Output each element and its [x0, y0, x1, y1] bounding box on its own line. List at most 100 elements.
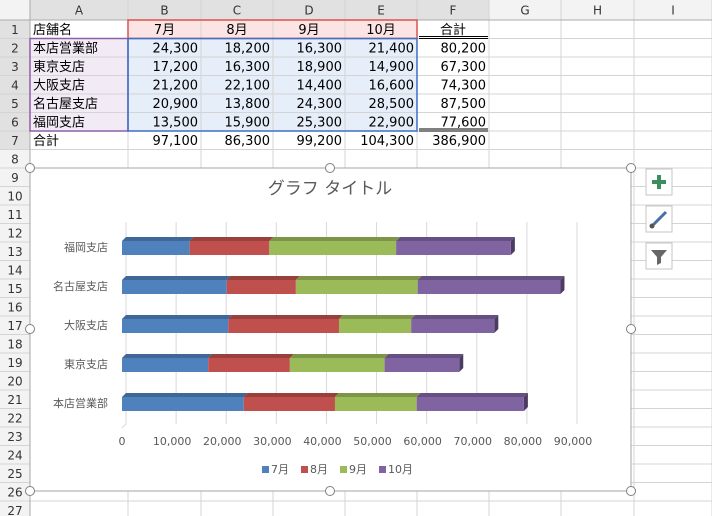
- bar-side-face: [510, 237, 515, 255]
- plus-icon: [652, 180, 666, 184]
- bar-side-face: [523, 393, 528, 411]
- row-header: 20: [7, 374, 22, 388]
- chart-filters-button[interactable]: [645, 242, 673, 270]
- row-header: 7: [11, 134, 19, 148]
- bar-top-face: [411, 315, 499, 319]
- cell: 21,400: [369, 41, 415, 56]
- x-tick-label: 50,000: [353, 435, 392, 448]
- axis-floor: [121, 423, 127, 429]
- cell: 24,300: [297, 97, 343, 112]
- cell: 9月: [298, 23, 319, 38]
- column-header: G: [520, 4, 529, 18]
- legend-label: 9月: [349, 463, 367, 476]
- chart-styles-button[interactable]: [645, 205, 673, 233]
- bar-top-face: [243, 393, 339, 397]
- bar: [338, 319, 412, 333]
- cell: 合計: [33, 133, 59, 149]
- cell: 97,100: [153, 134, 199, 149]
- row-header: 12: [7, 226, 22, 240]
- bar-side-face: [494, 315, 499, 333]
- cell: 18,900: [297, 60, 343, 75]
- row-header: 22: [7, 411, 22, 425]
- row-header: 19: [7, 356, 22, 370]
- cell: 本店営業部: [33, 40, 98, 56]
- row-header: 1: [11, 23, 19, 37]
- column-header-selected: [30, 0, 489, 20]
- cell: 25,300: [297, 115, 343, 130]
- resize-handle[interactable]: [25, 324, 35, 334]
- resize-handle[interactable]: [626, 324, 636, 334]
- cell: 74,300: [441, 78, 487, 93]
- row-header: 6: [11, 115, 19, 129]
- cell: 16,300: [297, 41, 343, 56]
- cell: 16,300: [225, 60, 271, 75]
- bar-top-face: [122, 354, 213, 358]
- bar-top-face: [122, 237, 194, 241]
- column-header: E: [377, 4, 385, 18]
- column-header: F: [450, 4, 457, 18]
- filter-icon: [651, 250, 667, 265]
- bar-top-face: [295, 276, 422, 280]
- x-tick-label: 90,000: [554, 435, 593, 448]
- column-header: B: [160, 4, 168, 18]
- cell: 17,200: [153, 60, 199, 75]
- cell: 14,900: [369, 60, 415, 75]
- bar: [269, 241, 397, 255]
- cell: 99,200: [297, 134, 343, 149]
- resize-handle[interactable]: [325, 163, 335, 173]
- brush-icon: [650, 210, 668, 228]
- bar-side-face: [459, 354, 464, 372]
- bar-top-face: [228, 315, 343, 319]
- bar-top-face: [416, 393, 528, 397]
- cell: 386,900: [432, 134, 486, 149]
- column-header: A: [75, 4, 84, 18]
- resize-handle[interactable]: [626, 163, 636, 173]
- bar: [189, 241, 270, 255]
- resize-handle[interactable]: [325, 486, 335, 496]
- row-header: 23: [7, 430, 22, 444]
- cell: 8月: [226, 23, 247, 38]
- row-header: 8: [11, 152, 19, 166]
- row-header: 14: [7, 263, 22, 277]
- cell: 21,200: [153, 78, 199, 93]
- resize-handle[interactable]: [25, 163, 35, 173]
- row-header: 13: [7, 245, 22, 259]
- legend-swatch: [301, 466, 308, 473]
- button-frame: [645, 168, 673, 196]
- cell: 87,500: [441, 97, 487, 112]
- bar: [122, 241, 190, 255]
- legend-swatch: [379, 466, 386, 473]
- row-header: 11: [7, 208, 22, 222]
- bar: [122, 397, 244, 411]
- category-highlight: [30, 38, 128, 131]
- bar: [416, 397, 524, 411]
- row-header: 26: [7, 485, 22, 499]
- legend-label: 8月: [310, 463, 328, 476]
- cell: 28,500: [369, 97, 415, 112]
- chart-elements-button[interactable]: [645, 168, 673, 196]
- row-header: 16: [7, 300, 22, 314]
- bar-top-face: [384, 354, 464, 358]
- cell: 福岡支店: [33, 115, 85, 130]
- row-header: 25: [7, 467, 22, 481]
- resize-handle[interactable]: [626, 486, 636, 496]
- x-tick-label: 40,000: [303, 435, 342, 448]
- column-header: C: [233, 4, 241, 18]
- bar: [334, 397, 417, 411]
- column-header: H: [593, 4, 602, 18]
- resize-handle[interactable]: [25, 486, 35, 496]
- column-header: D: [304, 4, 313, 18]
- legend-label: 10月: [388, 463, 413, 476]
- cell: 20,900: [153, 97, 199, 112]
- bar: [396, 241, 511, 255]
- column-header: I: [671, 4, 675, 18]
- legend-swatch: [262, 466, 269, 473]
- bar: [208, 358, 290, 372]
- cell: 10月: [366, 23, 396, 38]
- x-tick-label: 10,000: [153, 435, 192, 448]
- bar-top-face: [269, 237, 401, 241]
- brush-icon: [649, 223, 655, 229]
- cell: 18,200: [225, 41, 271, 56]
- row-header: 18: [7, 337, 22, 351]
